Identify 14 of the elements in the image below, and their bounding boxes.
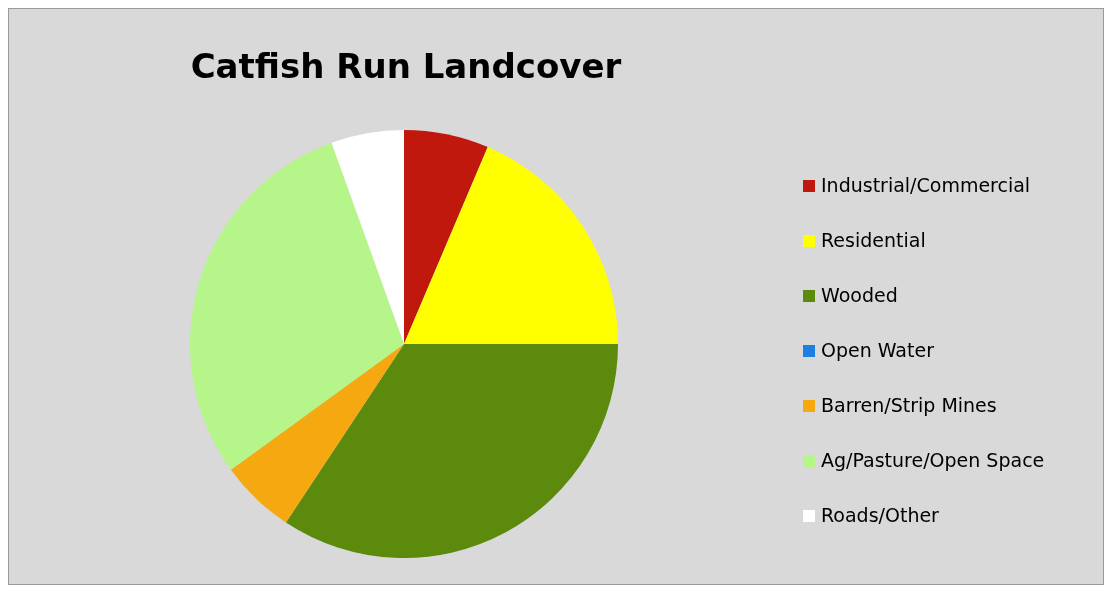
legend-label: Ag/Pasture/Open Space bbox=[821, 449, 1045, 471]
legend-label: Residential bbox=[821, 229, 926, 251]
pie-slice bbox=[230, 344, 404, 523]
pie-slice bbox=[190, 142, 404, 470]
chart-title: Catfish Run Landcover bbox=[190, 46, 622, 86]
legend-label: Open Water bbox=[821, 339, 935, 361]
legend-label: Roads/Other bbox=[821, 504, 940, 526]
legend-label: Barren/Strip Mines bbox=[821, 394, 997, 416]
legend-label: Wooded bbox=[821, 284, 898, 306]
pie-slice bbox=[404, 130, 488, 344]
legend-label: Industrial/Commercial bbox=[821, 174, 1031, 196]
pie-slice bbox=[331, 130, 404, 344]
pie-slice bbox=[404, 147, 618, 344]
pie-slice bbox=[285, 344, 618, 558]
